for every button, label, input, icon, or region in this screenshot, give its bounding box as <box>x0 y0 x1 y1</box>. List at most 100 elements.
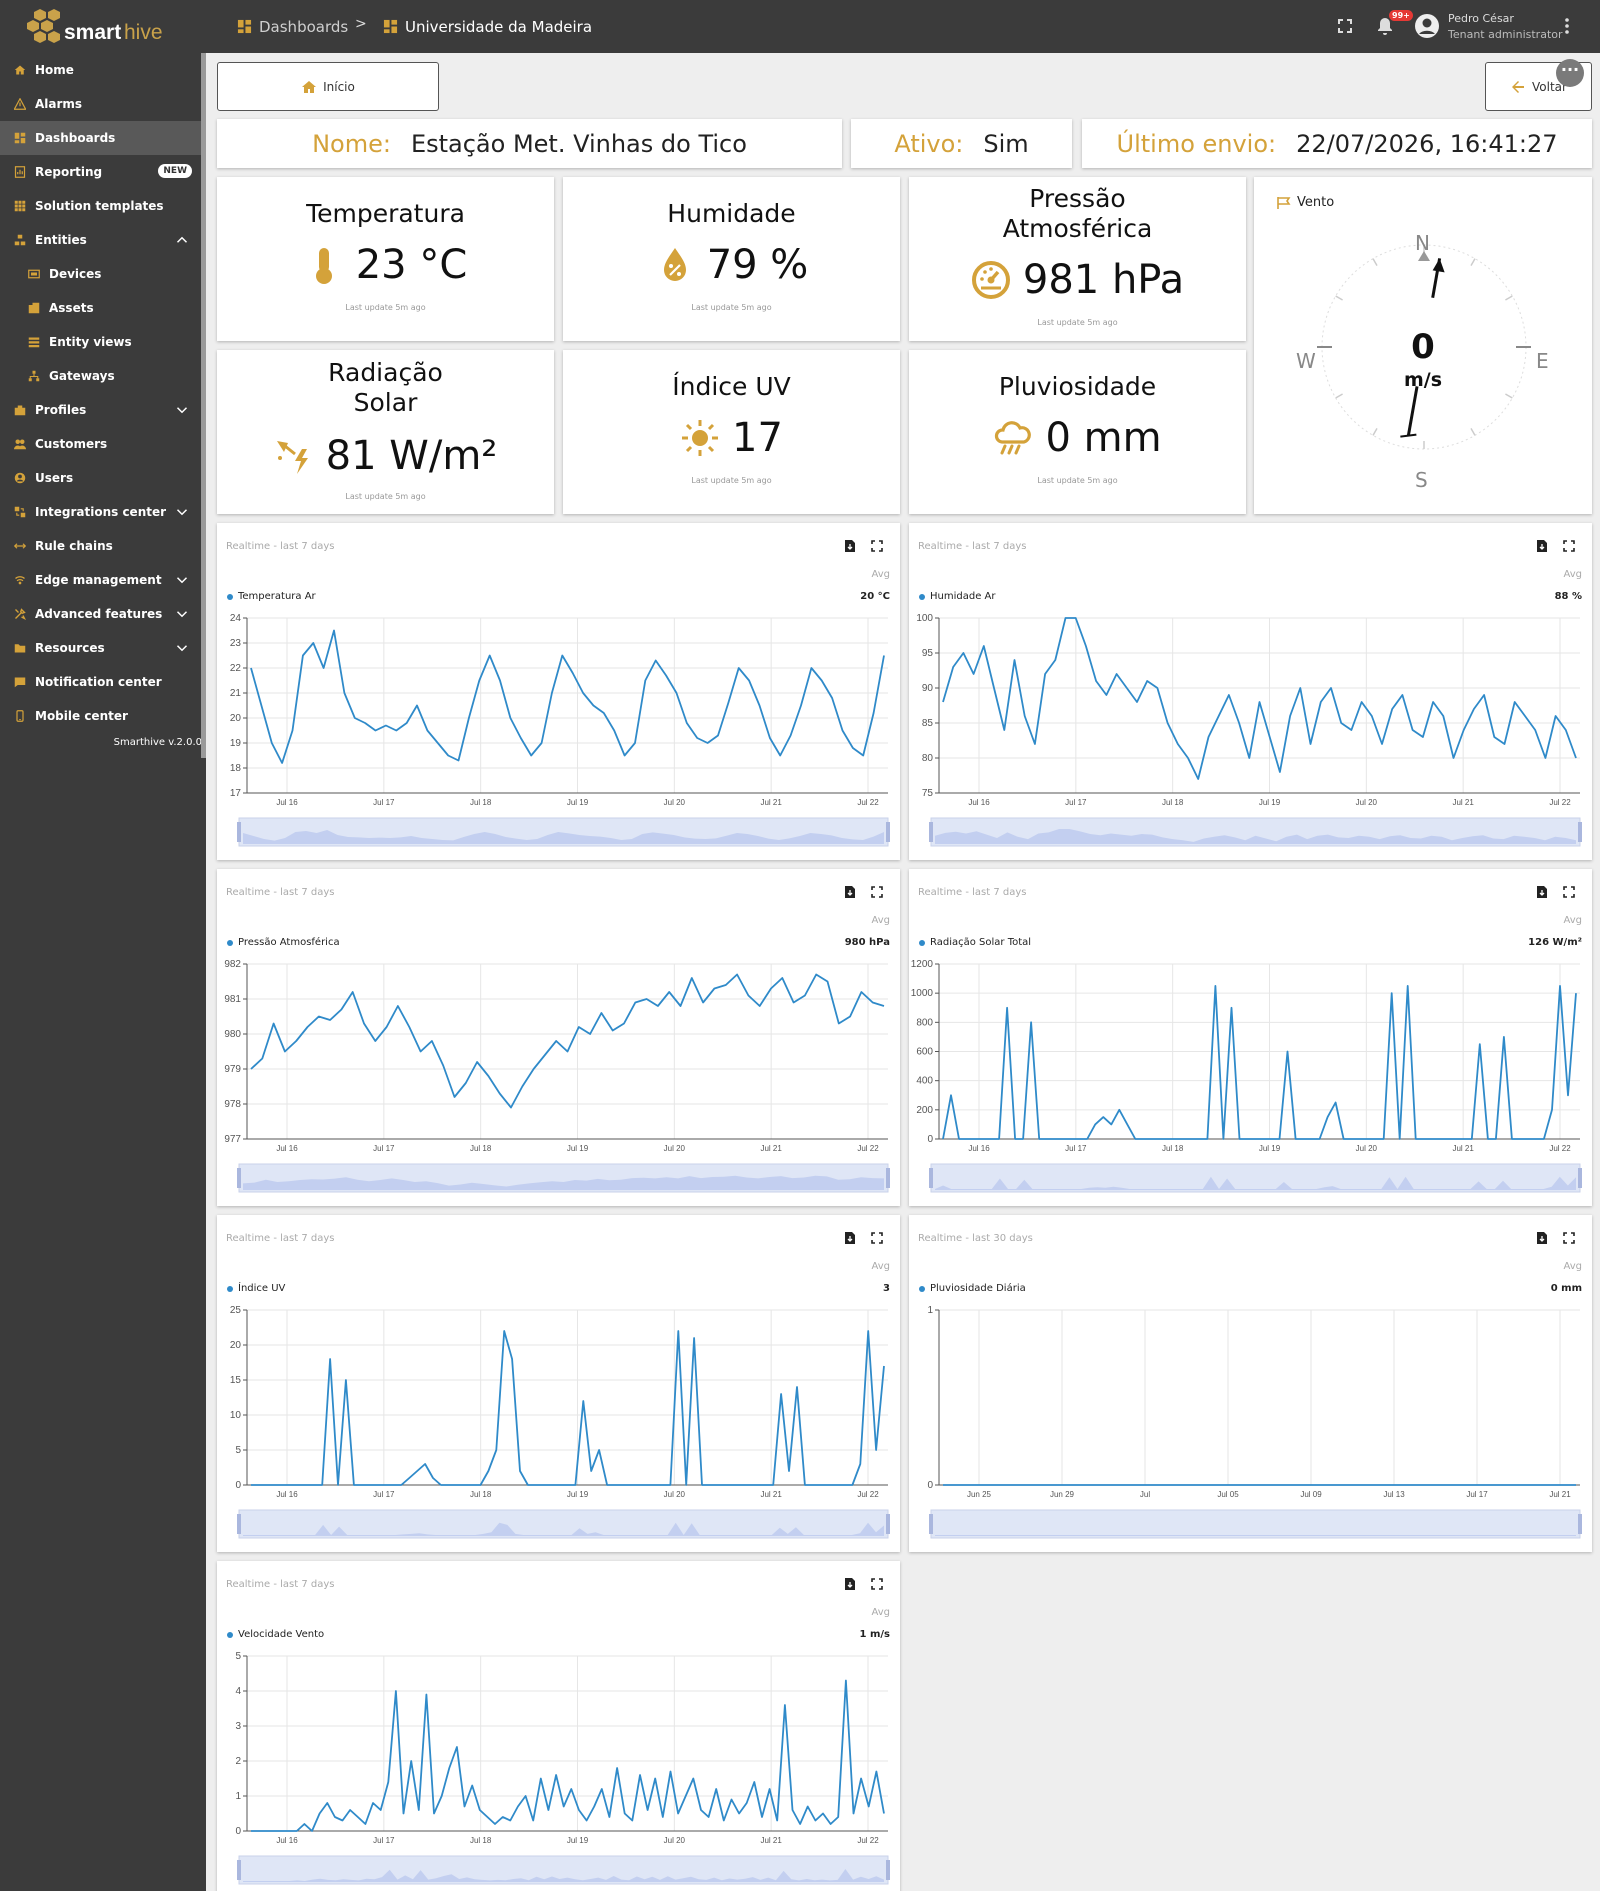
chart-avg-header: Avg <box>871 1261 890 1272</box>
y-tick-label: 981 <box>224 994 241 1005</box>
more-vert-icon[interactable] <box>1556 15 1578 37</box>
x-tick-label: Jul 16 <box>276 1836 298 1845</box>
tile-value-row: 81 W/m² <box>217 433 554 479</box>
fullscreen-icon[interactable] <box>870 1577 884 1591</box>
data-zoom-slider[interactable] <box>237 1163 890 1193</box>
chevron-down-icon[interactable] <box>176 404 188 416</box>
account-avatar-icon[interactable] <box>1414 13 1440 39</box>
tile-value: 17 <box>732 415 783 461</box>
line-chart-plot[interactable]: 17 18 19 20 21 22 23 24 Jul 16 Jul 17 Jul 18 Jul 19… <box>217 523 900 860</box>
chart-legend-item[interactable]: Humidade Ar <box>919 591 995 602</box>
zoom-handle-right <box>886 1168 890 1188</box>
zoom-handle-left <box>237 1168 241 1188</box>
export-file-icon[interactable] <box>1535 1231 1549 1245</box>
sidebar-item-dashboards[interactable]: Dashboards <box>0 121 206 155</box>
export-file-icon[interactable] <box>1535 539 1549 553</box>
export-file-icon[interactable] <box>843 885 857 899</box>
sidebar-item-reporting[interactable]: Reporting NEW <box>0 155 206 189</box>
tile-title: Pluviosidade <box>998 372 1157 401</box>
breadcrumb-dashboards[interactable]: Dashboards <box>237 0 348 53</box>
line-chart-plot[interactable]: 0 1 2 3 4 5 Jul 16 Jul 17 Jul 18 Jul 19 Jul 20 Jul … <box>217 1561 900 1891</box>
data-zoom-slider[interactable] <box>237 1509 890 1539</box>
data-zoom-slider[interactable] <box>929 1509 1582 1539</box>
fullscreen-icon[interactable] <box>1334 15 1356 37</box>
sidebar-item-alarms[interactable]: Alarms <box>0 87 206 121</box>
chart-legend-item[interactable]: Radiação Solar Total <box>919 937 1031 948</box>
data-zoom-slider[interactable] <box>237 817 890 847</box>
line-chart-plot[interactable]: 977 978 979 980 981 982 Jul 16 Jul 17 Jul 18 Jul … <box>217 869 900 1206</box>
series-line-temperatura-ar[interactable] <box>250 629 885 764</box>
fullscreen-icon[interactable] <box>1562 539 1576 553</box>
sidebar-item-solution-templates[interactable]: Solution templates <box>0 189 206 223</box>
chart-legend-item[interactable]: Velocidade Vento <box>227 1629 324 1640</box>
line-chart-plot[interactable]: 75 80 85 90 95 100 Jul 16 Jul 17 Jul 18 Jul 19 Jul… <box>909 523 1592 860</box>
chart-avg-header: Avg <box>871 1607 890 1618</box>
line-chart-plot[interactable]: 0 5 10 15 20 25 Jul 16 Jul 17 Jul 18 Jul 19 Jul 20… <box>217 1215 900 1552</box>
series-line-radia-o-solar-total[interactable] <box>942 985 1577 1140</box>
notification-icon <box>14 677 26 688</box>
rain-cloud-icon <box>995 421 1032 455</box>
series-line-humidade-ar[interactable] <box>942 617 1577 780</box>
widget-options-icon[interactable]: ··· <box>1556 59 1584 87</box>
export-file-icon[interactable] <box>843 1231 857 1245</box>
smarthive-logo[interactable]: smart hive <box>24 6 174 48</box>
y-tick-label: 0 <box>235 1826 241 1837</box>
series-line-press-o-atmosf-rica[interactable] <box>250 973 885 1109</box>
sidebar-item-edge-management[interactable]: Edge management <box>0 563 206 597</box>
sidebar-item-rule-chains[interactable]: Rule chains <box>0 529 206 563</box>
line-chart-plot[interactable]: 0 200 400 600 800 1000 1200 Jul 16 Jul 17 Jul 18 J… <box>909 869 1592 1206</box>
sidebar-item-devices[interactable]: Devices <box>0 257 206 291</box>
chevron-down-icon[interactable] <box>176 608 188 620</box>
sidebar-item-assets[interactable]: Assets <box>0 291 206 325</box>
chart-legend-item[interactable]: Índice UV <box>227 1283 285 1294</box>
data-zoom-slider[interactable] <box>929 817 1582 847</box>
chevron-down-icon[interactable] <box>176 506 188 518</box>
export-file-icon[interactable] <box>843 1577 857 1591</box>
sidebar-item-gateways[interactable]: Gateways <box>0 359 206 393</box>
export-file-icon[interactable] <box>843 539 857 553</box>
fullscreen-icon[interactable] <box>1562 885 1576 899</box>
fullscreen-icon[interactable] <box>870 539 884 553</box>
station-name-value: Estação Met. Vinhas do Tico <box>410 129 747 158</box>
chevron-down-icon[interactable] <box>176 642 188 654</box>
sidebar-item-integrations-center[interactable]: Integrations center <box>0 495 206 529</box>
line-chart-plot[interactable]: 0 1 Jun 25 Jun 29 Jul Jul 05 Jul 09 Jul 13 Jul 1… <box>909 1215 1592 1552</box>
y-tick-label: 5 <box>235 1445 241 1456</box>
series-line-velocidade-vento[interactable] <box>251 1679 885 1832</box>
sidebar-item-notification-center[interactable]: Notification center <box>0 665 206 699</box>
sidebar-item-customers[interactable]: Customers <box>0 427 206 461</box>
x-tick-label: Jul 20 <box>664 798 686 807</box>
legend-color-dot <box>227 939 233 946</box>
sidebar-item-profiles[interactable]: Profiles <box>0 393 206 427</box>
sidebar-item-mobile-center[interactable]: Mobile center <box>0 699 206 733</box>
sidebar-item-entity-views[interactable]: Entity views <box>0 325 206 359</box>
sidebar-item-advanced-features[interactable]: Advanced features <box>0 597 206 631</box>
breadcrumb-current[interactable]: Universidade da Madeira <box>383 0 592 53</box>
chevron-up-icon[interactable] <box>176 234 188 246</box>
sidebar-item-entities[interactable]: Entities <box>0 223 206 257</box>
sidebar-item-label: Rule chains <box>35 539 113 553</box>
y-tick-label: 80 <box>922 753 934 764</box>
chevron-down-icon[interactable] <box>176 574 188 586</box>
fullscreen-icon[interactable] <box>870 1231 884 1245</box>
tile-value: 81 W/m² <box>325 433 498 479</box>
fullscreen-icon[interactable] <box>870 885 884 899</box>
fullscreen-icon[interactable] <box>1562 1231 1576 1245</box>
export-file-icon[interactable] <box>1535 885 1549 899</box>
sidebar-scrollbar[interactable] <box>201 53 206 758</box>
notification-bell-icon[interactable] <box>1374 15 1396 37</box>
tile-last-update: Last update 5m ago <box>1037 476 1118 485</box>
series-line--ndice-uv[interactable] <box>251 1330 885 1486</box>
x-tick-label: Jul 20 <box>664 1490 686 1499</box>
data-zoom-slider[interactable] <box>929 1163 1582 1193</box>
chart-legend-item[interactable]: Pluviosidade Diária <box>919 1283 1026 1294</box>
chart-legend-item[interactable]: Pressão Atmosférica <box>227 937 340 948</box>
profile-icon <box>14 405 26 416</box>
data-zoom-slider[interactable] <box>237 1855 890 1885</box>
sidebar-item-users[interactable]: Users <box>0 461 206 495</box>
user-name[interactable]: Pedro César <box>1448 12 1514 25</box>
sidebar-item-resources[interactable]: Resources <box>0 631 206 665</box>
home-nav-button[interactable]: Início <box>217 62 439 111</box>
sidebar-item-home[interactable]: Home <box>0 53 206 87</box>
chart-legend-item[interactable]: Temperatura Ar <box>227 591 316 602</box>
